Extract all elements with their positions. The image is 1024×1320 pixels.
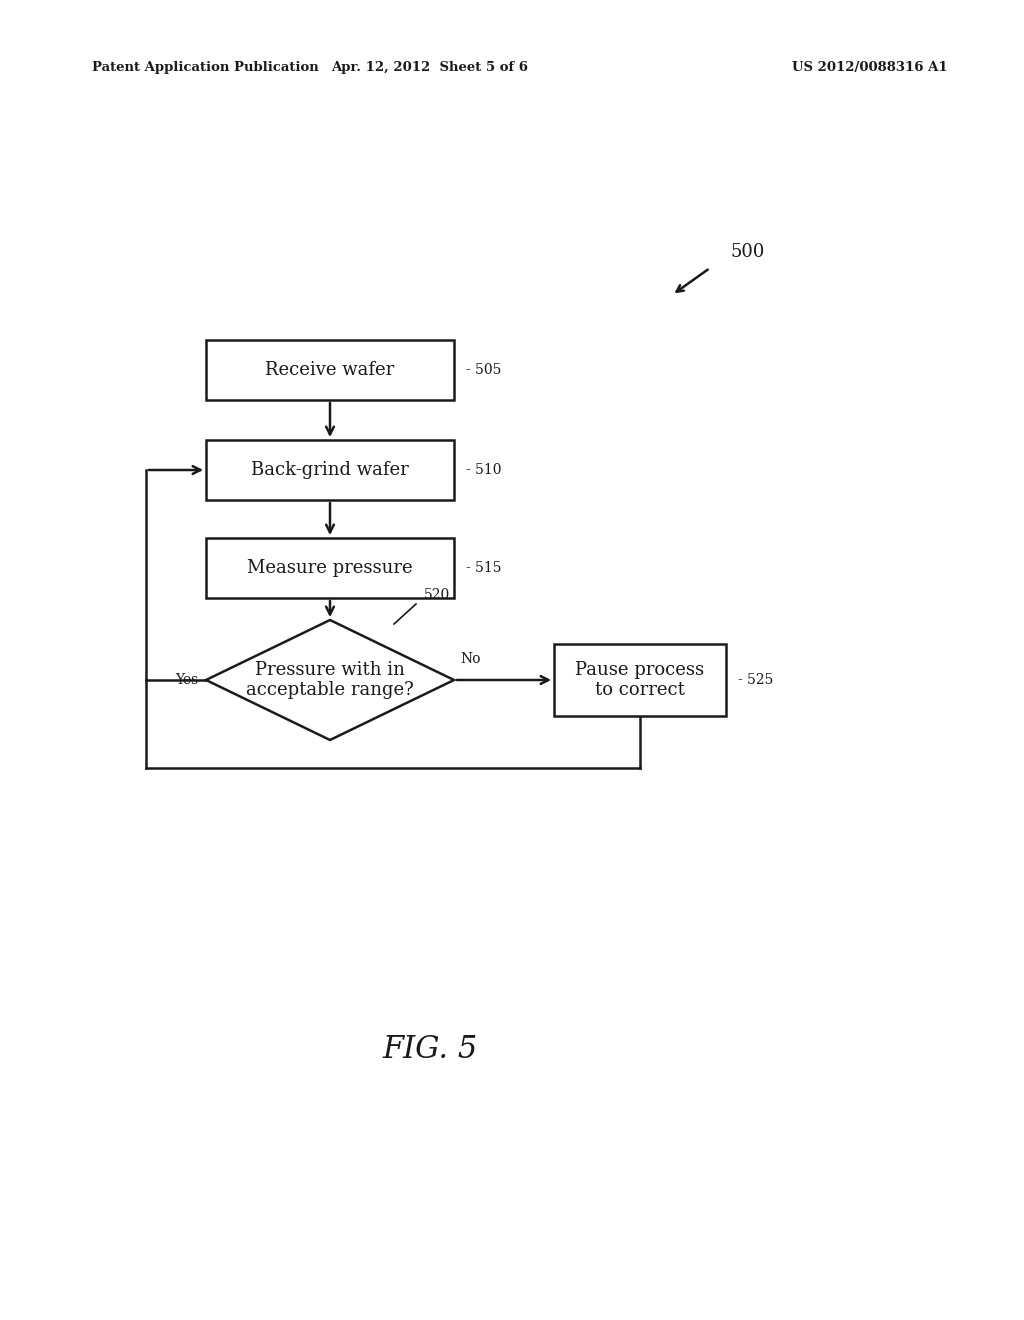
- Bar: [206, 539, 454, 598]
- Polygon shape: [206, 620, 454, 741]
- Text: Apr. 12, 2012  Sheet 5 of 6: Apr. 12, 2012 Sheet 5 of 6: [332, 62, 528, 74]
- Bar: [206, 440, 454, 500]
- Text: - 525: - 525: [738, 673, 773, 686]
- Text: Pause process
to correct: Pause process to correct: [575, 660, 705, 700]
- Text: - 505: - 505: [466, 363, 502, 378]
- Text: No: No: [460, 652, 480, 667]
- Text: - 510: - 510: [466, 463, 502, 477]
- Bar: [206, 341, 454, 400]
- Bar: [554, 644, 726, 715]
- Text: Receive wafer: Receive wafer: [265, 360, 394, 379]
- Text: Patent Application Publication: Patent Application Publication: [92, 62, 318, 74]
- Text: Measure pressure: Measure pressure: [247, 558, 413, 577]
- Text: Yes: Yes: [175, 673, 198, 686]
- Text: 520: 520: [424, 587, 451, 602]
- Text: Pressure with in
acceptable range?: Pressure with in acceptable range?: [246, 660, 414, 700]
- Text: 500: 500: [730, 243, 764, 261]
- Text: - 515: - 515: [466, 561, 502, 576]
- Text: Back-grind wafer: Back-grind wafer: [251, 461, 409, 479]
- Text: FIG. 5: FIG. 5: [382, 1035, 477, 1065]
- Text: US 2012/0088316 A1: US 2012/0088316 A1: [793, 62, 948, 74]
